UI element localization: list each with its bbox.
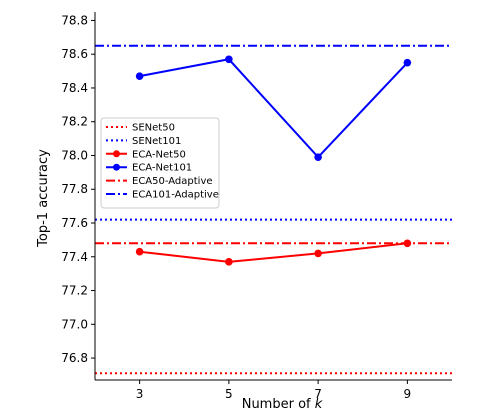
legend-marker-eca-net50	[113, 150, 120, 158]
series-layer	[95, 44, 452, 375]
legend-label-eca50-adaptive: ECA50-Adaptive	[132, 176, 213, 187]
x-axis-label: Number of k	[242, 397, 323, 412]
series-eca-net101-point	[225, 55, 233, 64]
legend-marker-eca-net101	[113, 163, 120, 171]
y-tick-label: 78.4	[61, 81, 88, 95]
y-tick-label: 77.6	[61, 216, 88, 230]
legend: SENet50 SENet101 ECA-Net50 ECA-Net101 ECA50-…	[100, 117, 220, 209]
y-tick-label: 77.2	[61, 284, 88, 298]
series-eca-net101-point	[314, 153, 322, 161]
axes-layer: 76.8 77.0 77.2 77.4 77.6 77.8 78.0 78.2 78.4 78.6…	[61, 12, 452, 401]
y-axis-label: Top-1 accuracy	[36, 149, 51, 248]
y-tick-label: 77.4	[61, 250, 88, 264]
series-eca-net50-line	[139, 242, 408, 263]
legend-label-eca101-adaptive: ECA101-Adaptive	[132, 190, 219, 201]
y-tick-label: 78.2	[61, 115, 88, 129]
x-tick-label: 9	[404, 387, 412, 401]
x-tick-label: 5	[225, 387, 233, 401]
series-eca-net101-point	[135, 72, 144, 80]
y-tick-label: 77.0	[61, 317, 88, 331]
series-eca-net50-point	[314, 249, 322, 258]
y-tick-label: 78.0	[61, 148, 88, 162]
y-tick-label: 78.8	[61, 13, 88, 27]
legend-label-senet50: SENet50	[132, 123, 175, 134]
legend-label-eca-net101: ECA-Net101	[132, 163, 192, 174]
legend-box	[100, 117, 220, 209]
x-tick-label: 3	[136, 387, 144, 401]
y-tick-label: 76.8	[61, 351, 88, 365]
y-tick-label: 78.6	[61, 47, 88, 61]
x-tick-label: 7	[314, 387, 322, 401]
y-tick-label: 77.8	[61, 182, 88, 196]
series-eca-net50-point	[135, 247, 144, 256]
series-eca-net101-line	[139, 58, 409, 159]
legend-label-senet101: SENet101	[132, 136, 181, 147]
series-eca-net50-point	[225, 258, 233, 266]
legend-label-eca-net50: ECA-Net50	[132, 149, 186, 160]
series-eca-net101-point	[403, 58, 412, 67]
